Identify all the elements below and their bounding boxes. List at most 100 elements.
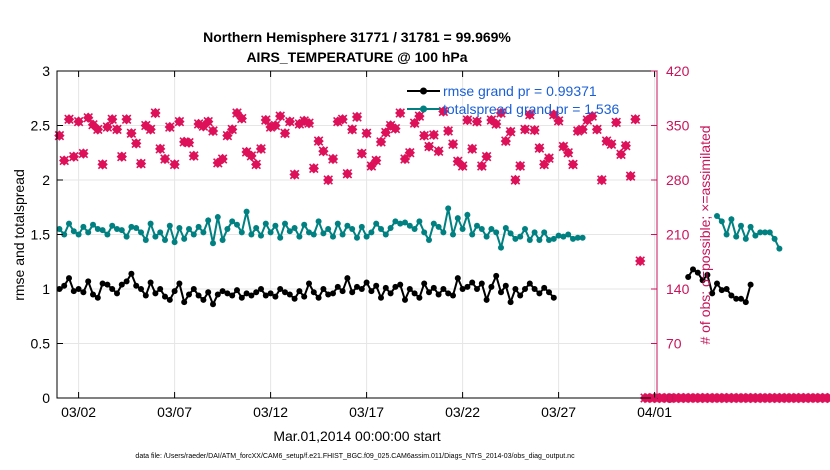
obs-marker-cross xyxy=(510,175,521,185)
line-series xyxy=(56,205,783,308)
rmse-marker xyxy=(699,277,706,284)
totalspread-marker xyxy=(522,226,528,233)
rmse-marker xyxy=(315,294,322,301)
totalspread-marker xyxy=(267,229,274,236)
obs-marker-cross xyxy=(577,124,588,135)
obs-marker-cross xyxy=(414,111,425,121)
totalspread-marker xyxy=(387,224,394,231)
obs-marker-cross xyxy=(136,158,146,169)
totalspread-marker xyxy=(262,220,269,227)
totalspread-marker xyxy=(114,226,120,233)
obs-marker-cross xyxy=(352,112,362,122)
rmse-marker xyxy=(531,286,538,292)
obs-marker-cross xyxy=(313,136,324,146)
rmse-marker xyxy=(162,293,168,300)
totalspread-marker xyxy=(728,216,735,223)
obs-marker-cross xyxy=(409,118,420,128)
totalspread-marker xyxy=(526,236,533,243)
totalspread-marker xyxy=(714,212,720,219)
totalspread-marker xyxy=(762,229,768,236)
x-tick-label: 03/27 xyxy=(541,404,576,420)
rmse-marker xyxy=(478,280,485,287)
rmse-marker xyxy=(138,286,144,292)
obs-marker-cross xyxy=(371,155,381,166)
rmse-marker xyxy=(109,286,116,292)
rmse-marker xyxy=(368,288,375,295)
obs-marker-cross xyxy=(529,125,540,135)
totalspread-marker xyxy=(277,234,284,241)
totalspread-marker xyxy=(224,226,231,233)
obs-marker-cross xyxy=(621,140,631,151)
obs-marker-cross xyxy=(357,148,367,159)
rmse-marker xyxy=(387,290,394,297)
totalspread-marker xyxy=(555,232,562,239)
obs-marker-cross xyxy=(544,153,554,163)
obs-marker-cross xyxy=(443,126,453,136)
x-tick-label: 03/22 xyxy=(445,404,480,420)
totalspread-marker xyxy=(733,233,740,240)
totalspread-marker xyxy=(291,224,298,231)
obs-marker-cross xyxy=(342,169,353,179)
totalspread-marker xyxy=(339,231,346,238)
obs-marker-cross xyxy=(520,124,530,135)
y-right-tick-label: 0 xyxy=(666,390,674,406)
obs-marker-cross xyxy=(433,146,444,156)
totalspread-marker xyxy=(243,208,250,215)
rmse-marker xyxy=(133,282,140,289)
totalspread-marker xyxy=(541,229,548,236)
totalspread-marker xyxy=(315,218,322,225)
rmse-marker xyxy=(416,294,423,301)
obs-marker-cross xyxy=(270,120,281,131)
totalspread-marker xyxy=(493,229,500,236)
obs-series xyxy=(54,106,830,404)
obs-marker-cross xyxy=(429,130,439,140)
rmse-marker xyxy=(181,299,188,306)
obs-marker-cross xyxy=(361,128,372,139)
totalspread-marker xyxy=(219,236,226,243)
rmse-marker xyxy=(421,280,428,287)
obs-marker-cross xyxy=(189,151,199,161)
totalspread-marker xyxy=(469,231,476,238)
rmse-marker xyxy=(176,280,183,287)
totalspread-marker xyxy=(234,221,240,228)
rmse-marker xyxy=(142,292,149,299)
y-right-tick-label: 210 xyxy=(666,227,690,243)
rmse-marker xyxy=(742,299,749,306)
totalspread-marker xyxy=(435,223,442,230)
rmse-marker xyxy=(426,289,432,296)
obs-marker-cross xyxy=(376,137,386,147)
totalspread-marker xyxy=(306,229,312,236)
rmse-marker xyxy=(406,286,413,292)
rmse-marker xyxy=(114,290,120,297)
y-axis-label-right: # of obs: o=possible; ×=assimilated xyxy=(697,125,713,344)
totalspread-marker xyxy=(66,220,72,227)
totalspread-marker xyxy=(162,236,168,243)
rmse-marker xyxy=(354,283,360,290)
rmse-marker xyxy=(61,282,68,289)
rmse-marker xyxy=(306,280,312,287)
rmse-marker xyxy=(190,286,197,292)
rmse-marker xyxy=(392,283,399,290)
rmse-marker xyxy=(90,291,96,298)
totalspread-marker xyxy=(397,220,404,227)
rmse-marker xyxy=(454,275,461,282)
obs-marker-cross xyxy=(69,151,79,162)
obs-marker-cross xyxy=(568,159,578,170)
rmse-marker xyxy=(334,283,341,290)
totalspread-marker xyxy=(238,229,245,236)
rmse-marker xyxy=(714,280,720,287)
y-left-tick-label: 2 xyxy=(42,172,50,188)
y-axis-label-left: rmse and totalspread xyxy=(11,169,27,301)
rmse-marker xyxy=(262,292,269,299)
obs-marker-cross xyxy=(525,109,535,120)
obs-marker-cross xyxy=(563,147,573,158)
totalspread-marker xyxy=(248,231,255,238)
totalspread-marker xyxy=(229,218,236,225)
obs-marker-cross xyxy=(64,114,74,125)
totalspread-marker xyxy=(166,222,173,229)
totalspread-marker xyxy=(214,214,221,221)
rmse-marker xyxy=(493,272,500,279)
obs-marker-cross xyxy=(304,118,314,128)
totalspread-marker xyxy=(80,223,87,230)
totalspread-marker xyxy=(498,244,504,251)
